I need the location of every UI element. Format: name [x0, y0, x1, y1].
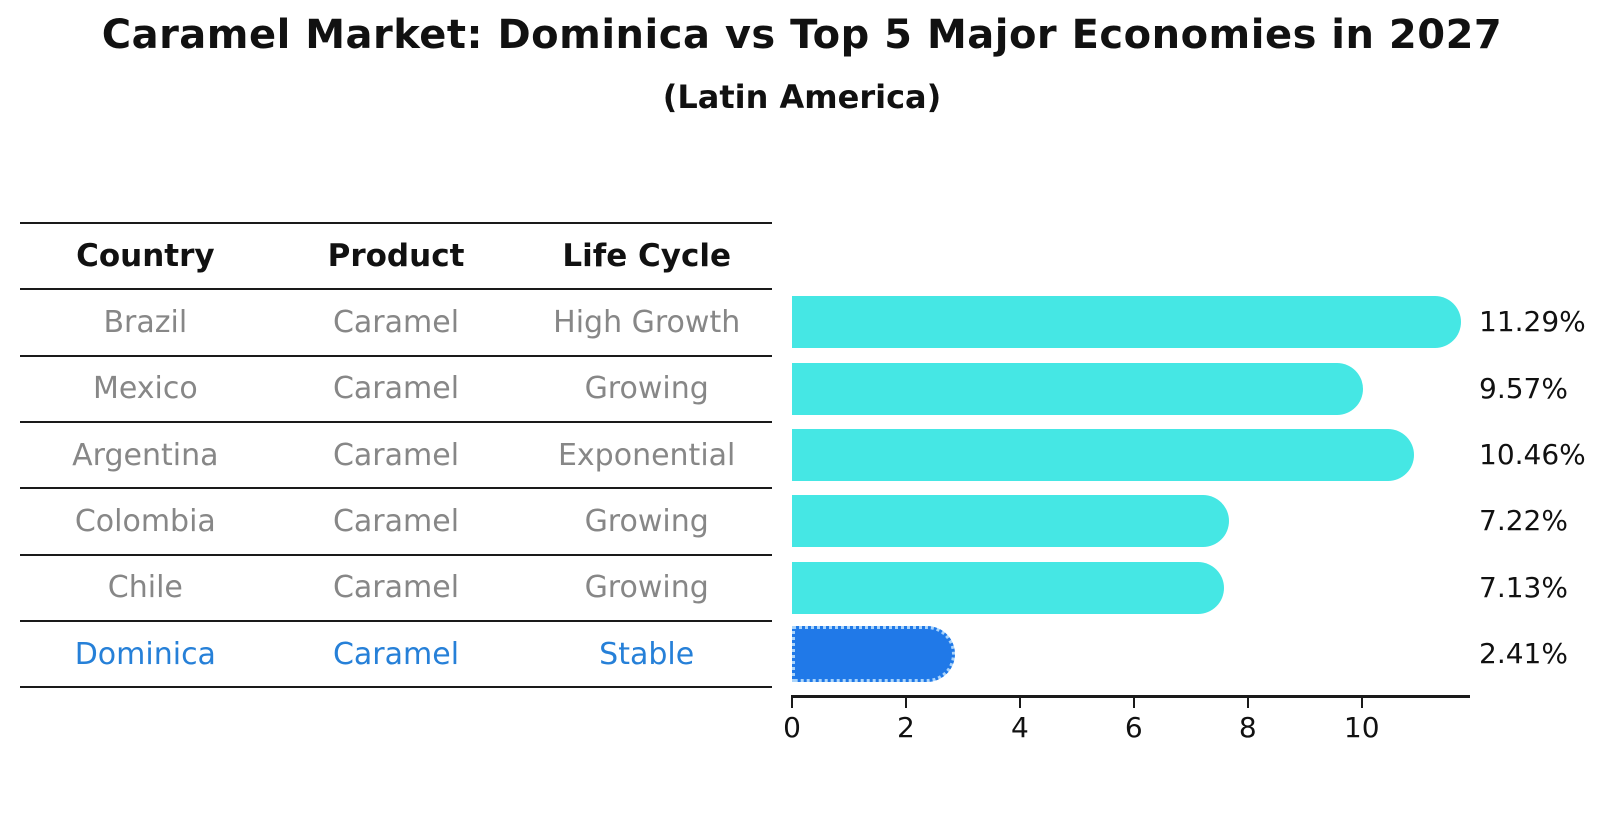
product-cell: Caramel: [332, 437, 460, 473]
table-row-argentina: Argentina Caramel Exponential: [20, 423, 772, 490]
product-cell: Caramel: [332, 504, 460, 540]
column-header-country: Country: [76, 238, 215, 275]
x-axis-tick-label-10: 10: [1343, 711, 1380, 744]
bar-mexico: [792, 362, 1364, 415]
life-cycle-cell: Stable: [599, 636, 695, 672]
chart-subtitle: (Latin America): [662, 78, 942, 116]
table-row-chile: Chile Caramel Growing: [20, 556, 772, 623]
bar-brazil: [792, 296, 1462, 349]
life-cycle-cell: Growing: [584, 504, 709, 540]
x-axis-tick-6: [1132, 698, 1135, 708]
bar-value-label-brazil: 11.29%: [1479, 305, 1586, 339]
bar-colombia: [792, 495, 1230, 548]
table-row-brazil: Brazil Caramel High Growth: [20, 290, 772, 357]
x-axis-tick-8: [1246, 698, 1249, 708]
country-cell: Chile: [107, 570, 183, 606]
life-cycle-cell: Growing: [584, 570, 709, 606]
product-cell: Caramel: [332, 636, 460, 672]
bar-value-label-mexico: 9.57%: [1479, 371, 1568, 405]
life-cycle-cell: High Growth: [553, 305, 741, 341]
bar-value-label-chile: 7.13%: [1479, 570, 1568, 604]
country-cell: Colombia: [74, 504, 216, 540]
bar-chile: [792, 561, 1225, 614]
product-cell: Caramel: [332, 305, 460, 341]
bar-dominica: [792, 626, 956, 683]
x-axis-tick-label-0: 0: [783, 711, 801, 744]
bar-value-label-argentina: 10.46%: [1479, 438, 1586, 472]
table-body: Brazil Caramel High Growth Mexico Caramel Gro…: [20, 290, 772, 689]
product-cell: Caramel: [332, 570, 460, 606]
x-axis-tick-label-8: 8: [1238, 711, 1257, 744]
column-header-life-cycle: Life Cycle: [562, 238, 732, 275]
table-row-colombia: Colombia Caramel Growing: [20, 489, 772, 556]
country-cell: Mexico: [92, 371, 198, 407]
bar-value-label-dominica: 2.41%: [1479, 637, 1568, 671]
x-axis-tick-0: [791, 698, 793, 708]
column-header-product: Product: [327, 238, 465, 275]
x-axis-tick-4: [1018, 698, 1021, 708]
x-axis-tick-label-6: 6: [1124, 711, 1143, 744]
country-table: Country Product Life Cycle Brazil Caramel…: [20, 222, 772, 689]
x-axis-line: [791, 695, 1470, 698]
life-cycle-cell: Exponential: [557, 437, 736, 473]
bar-value-label-colombia: 7.22%: [1479, 504, 1568, 538]
table-row-mexico: Mexico Caramel Growing: [20, 357, 772, 424]
x-axis-tick-2: [904, 698, 907, 708]
country-cell: Dominica: [74, 636, 216, 672]
x-axis-tick-10: [1360, 698, 1363, 708]
table-header-row: Country Product Life Cycle: [20, 224, 772, 291]
x-axis-tick-label-2: 2: [897, 711, 915, 744]
chart-title: Caramel Market: Dominica vs Top 5 Major …: [101, 12, 1503, 58]
x-axis-tick-label-4: 4: [1010, 711, 1029, 744]
product-cell: Caramel: [332, 371, 460, 407]
life-cycle-cell: Growing: [584, 371, 709, 407]
country-cell: Argentina: [72, 437, 219, 473]
country-cell: Brazil: [103, 305, 188, 341]
bar-argentina: [792, 429, 1414, 482]
table-row-dominica: Dominica Caramel Stable: [20, 622, 772, 689]
